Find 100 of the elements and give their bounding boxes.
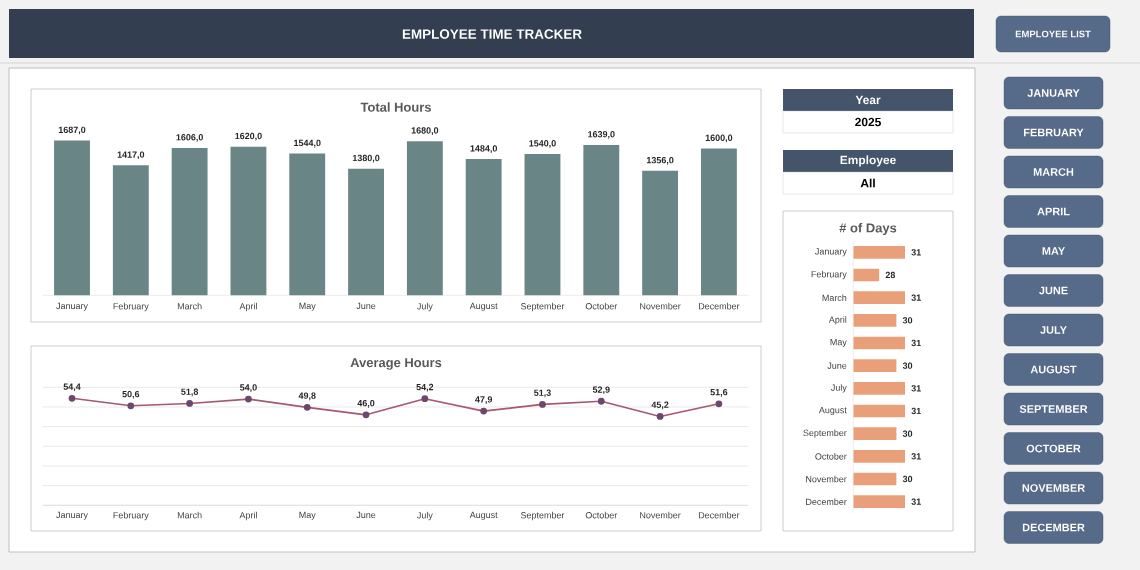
text: FEBRUARY <box>1024 128 1084 137</box>
text: Year <box>855 95 881 105</box>
x-tick-label: July <box>417 511 433 521</box>
x-tick-label: February <box>113 302 149 312</box>
text: NOVEMBER <box>1022 484 1085 492</box>
text: MAY <box>1042 247 1066 255</box>
x-tick-label: May <box>299 302 316 311</box>
y-tick-label: March <box>822 294 847 301</box>
x-tick-label: March <box>177 511 202 519</box>
y-tick-label: July <box>830 384 847 393</box>
data-label: 30 <box>902 317 913 324</box>
y-tick-label: May <box>830 338 847 348</box>
data-label: 50,6 <box>122 390 140 399</box>
text: 2025 <box>855 117 881 127</box>
bar <box>406 141 443 296</box>
bar <box>230 146 267 296</box>
bar <box>700 148 737 296</box>
x-tick-label: November <box>640 302 681 310</box>
bar <box>171 147 208 296</box>
data-label: 30 <box>902 475 913 483</box>
x-tick-label: June <box>356 302 376 310</box>
data-label: 46,0 <box>357 399 375 408</box>
x-tick-label: December <box>698 302 740 310</box>
bar <box>642 170 679 296</box>
data-label: 1687,0 <box>58 126 86 135</box>
bar <box>112 165 149 296</box>
data-label: 47,9 <box>475 396 493 404</box>
data-label: 54,0 <box>239 384 257 392</box>
data-label: 54,2 <box>416 383 434 392</box>
data-label: 31 <box>911 498 921 505</box>
data-label: 51,8 <box>181 388 199 397</box>
x-tick-label: December <box>698 511 740 519</box>
data-label: 54,4 <box>63 383 81 392</box>
y-tick-label: October <box>815 453 847 460</box>
data-label: 31 <box>911 294 921 301</box>
x-tick-label: September <box>520 511 565 521</box>
x-tick-label: July <box>417 302 433 312</box>
data-label: 28 <box>885 271 896 279</box>
bar <box>348 168 384 296</box>
text: APRIL <box>1037 207 1070 216</box>
y-tick-label: August <box>818 406 847 416</box>
bar <box>583 144 620 296</box>
x-tick-label: June <box>356 511 376 519</box>
bar <box>465 159 502 296</box>
x-tick-label: January <box>56 511 88 520</box>
data-label: 1417,0 <box>117 151 145 160</box>
x-tick-label: April <box>239 302 257 312</box>
chart-title: # of Days <box>839 222 897 236</box>
data-label: 51,6 <box>710 388 728 397</box>
data-label: 1600,0 <box>705 134 733 143</box>
x-tick-label: October <box>585 302 618 310</box>
chart-title: Average Hours <box>350 358 442 370</box>
x-tick-label: March <box>177 302 202 310</box>
data-label: 52,9 <box>592 386 610 395</box>
x-tick-label: February <box>113 511 149 521</box>
x-tick-label: August <box>469 302 498 311</box>
y-tick-label: February <box>811 270 847 280</box>
y-tick-label: November <box>806 475 847 483</box>
y-tick-label: June <box>827 362 847 369</box>
x-tick-label: November <box>640 511 681 519</box>
data-label: 51,3 <box>534 389 551 398</box>
data-label: 31 <box>911 385 921 392</box>
data-label: 49,8 <box>298 392 316 401</box>
text: JANUARY <box>1027 89 1080 97</box>
text: EMPLOYEE TIME TRACKER <box>402 29 582 39</box>
y-tick-label: January <box>815 248 847 257</box>
data-label: 1540,0 <box>529 140 556 148</box>
bar <box>54 140 90 296</box>
data-label: 31 <box>911 249 921 256</box>
y-tick-label: December <box>806 498 847 505</box>
text: JUNE <box>1039 286 1068 295</box>
data-label: 30 <box>902 430 913 437</box>
y-tick-label: September <box>803 429 847 438</box>
y-tick-label: April <box>828 316 847 325</box>
data-label: 1484,0 <box>470 145 498 153</box>
x-tick-label: January <box>56 302 88 311</box>
data-label: 30 <box>902 362 913 369</box>
x-tick-label: September <box>520 302 565 312</box>
chart-title: Total Hours <box>360 102 431 112</box>
data-label: 1606,0 <box>176 134 203 142</box>
data-label: 31 <box>911 407 921 415</box>
text: JULY <box>1040 326 1067 334</box>
x-tick-label: August <box>469 511 498 520</box>
text: OCTOBER <box>1026 444 1081 453</box>
data-label: 1380,0 <box>352 154 380 163</box>
data-label: 1680,0 <box>411 127 439 135</box>
data-label: 1356,0 <box>646 157 674 165</box>
data-label: 31 <box>911 339 921 347</box>
text: MARCH <box>1033 168 1074 176</box>
data-label: 1544,0 <box>294 139 321 148</box>
text: DECEMBER <box>1022 523 1085 532</box>
data-label: 31 <box>911 453 921 460</box>
x-tick-label: April <box>239 511 257 521</box>
data-label: 1639,0 <box>588 131 615 139</box>
bar <box>524 153 561 296</box>
x-tick-label: May <box>299 511 316 520</box>
text: SEPTEMBER <box>1019 405 1088 413</box>
text: EMPLOYEE LIST <box>1015 30 1091 38</box>
text: All <box>860 178 875 188</box>
text: AUGUST <box>1030 365 1077 374</box>
